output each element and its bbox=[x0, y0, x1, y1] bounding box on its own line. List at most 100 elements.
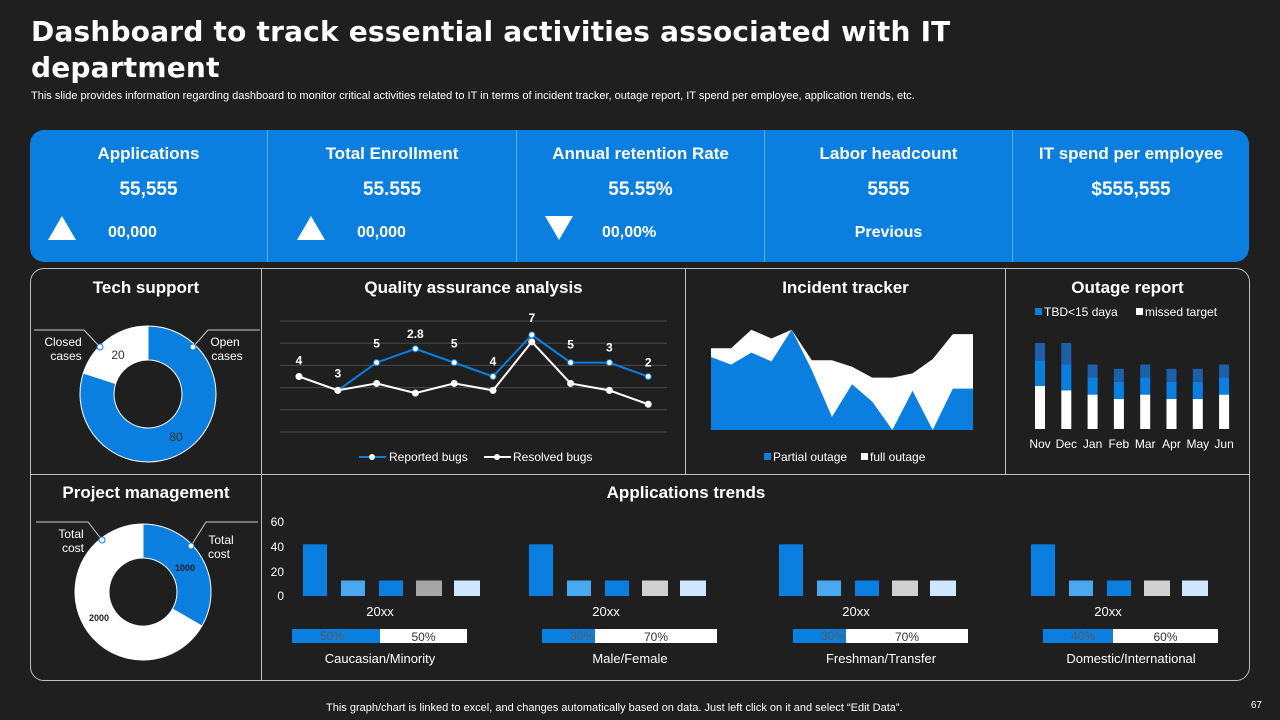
legend-tbd: TBD<15 daya bbox=[1044, 305, 1118, 319]
bar-segment bbox=[1219, 377, 1230, 395]
kpi-it-spend: IT spend per employee $555,555 bbox=[1013, 130, 1249, 262]
legend-swatch-tbd bbox=[1035, 308, 1042, 315]
app-bar bbox=[341, 580, 365, 596]
callout-dot bbox=[187, 542, 195, 550]
split-bar: 40% 60% bbox=[1043, 629, 1218, 644]
data-label: 5 bbox=[451, 337, 458, 351]
callout-line bbox=[34, 329, 101, 348]
kpi-value: 55,555 bbox=[119, 179, 178, 200]
slice-total-cost-2000 bbox=[74, 523, 203, 661]
x-tick-label: Apr bbox=[1162, 437, 1181, 451]
split-left: 30% bbox=[793, 629, 846, 643]
kpi-total-enrollment: Total Enrollment 55.555 00,000 bbox=[268, 130, 516, 262]
data-label: 2.8 bbox=[407, 327, 424, 341]
data-point bbox=[605, 386, 613, 394]
data-label: 4 bbox=[490, 355, 497, 369]
category-label: Male/Female bbox=[592, 651, 668, 666]
app-bar bbox=[454, 580, 480, 596]
app-bar bbox=[303, 544, 327, 596]
panel-divider bbox=[685, 269, 686, 474]
bar-segment bbox=[1087, 377, 1098, 395]
callout-line bbox=[36, 521, 103, 541]
legend-swatch-full bbox=[861, 453, 868, 460]
total-cost-label-left: Total cost bbox=[58, 527, 84, 555]
group-label: 20xx bbox=[592, 604, 620, 619]
footer-note: This graph/chart is linked to excel, and… bbox=[326, 702, 903, 714]
bar-segment bbox=[1113, 398, 1124, 429]
legend-marker bbox=[369, 454, 375, 460]
slice-total-cost-1000 bbox=[142, 523, 212, 627]
data-label: 3 bbox=[606, 341, 613, 355]
kpi-applications: Applications 55,555 00,000 bbox=[30, 130, 267, 262]
legend-swatch-missed bbox=[1136, 308, 1143, 315]
app-bar bbox=[642, 580, 668, 596]
outage-bar-chart: Nov Dec Jan Feb Mar Apr May Jun bbox=[1029, 343, 1234, 451]
data-point bbox=[528, 331, 536, 339]
closed-value: 20 bbox=[111, 348, 125, 362]
x-tick-label: Nov bbox=[1029, 437, 1050, 451]
kpi-band: Applications 55,555 00,000 Total Enrollm… bbox=[30, 130, 1249, 262]
split-right: 60% bbox=[1113, 629, 1218, 644]
app-bar bbox=[1107, 580, 1131, 596]
up-triangle-icon bbox=[297, 216, 325, 240]
split-left: 50% bbox=[292, 629, 380, 643]
x-tick-label: Feb bbox=[1109, 437, 1130, 451]
split-right: 70% bbox=[595, 629, 717, 644]
data-label: 5 bbox=[567, 338, 574, 352]
split-left: 30% bbox=[542, 629, 595, 643]
kpi-sub: 00,000 bbox=[357, 224, 406, 241]
panel-title-tech-support: Tech support bbox=[92, 278, 200, 297]
data-point bbox=[450, 359, 458, 367]
bar-segment bbox=[1192, 381, 1203, 399]
y-tick-label: 20 bbox=[271, 565, 285, 579]
kpi-divider bbox=[764, 130, 765, 262]
up-triangle-icon bbox=[48, 216, 76, 240]
series-line-0 bbox=[298, 333, 649, 392]
panel-divider bbox=[31, 474, 1249, 475]
bar-segment bbox=[1061, 343, 1072, 365]
app-bar bbox=[855, 580, 879, 596]
kpi-divider bbox=[1012, 130, 1013, 262]
data-label: 2 bbox=[645, 356, 652, 370]
bar-segment bbox=[1192, 398, 1203, 429]
bar-segment bbox=[1113, 368, 1124, 382]
kpi-sub: 00,00% bbox=[602, 224, 657, 241]
data-label: 3 bbox=[334, 366, 341, 380]
legend-partial: Partial outage bbox=[773, 450, 847, 464]
split-right: 70% bbox=[846, 629, 968, 644]
app-bar bbox=[605, 580, 629, 596]
bar-segment bbox=[1140, 377, 1151, 395]
split-left: 40% bbox=[1043, 629, 1113, 643]
legend-resolved: Resolved bugs bbox=[513, 450, 592, 464]
open-value: 80 bbox=[169, 430, 183, 444]
bar-segment bbox=[1219, 394, 1230, 429]
legend-swatch-partial bbox=[764, 453, 771, 460]
callout-line bbox=[190, 521, 258, 547]
bar-segment bbox=[1113, 381, 1124, 399]
kpi-sub: Previous bbox=[854, 224, 923, 241]
category-label: Domestic/International bbox=[1066, 651, 1196, 666]
split-bar: 30% 70% bbox=[793, 629, 968, 644]
callout-dot bbox=[189, 343, 197, 351]
x-tick-label: Dec bbox=[1056, 437, 1077, 451]
app-bar bbox=[1031, 544, 1055, 596]
legend-full: full outage bbox=[870, 450, 926, 464]
panel-divider bbox=[261, 269, 262, 680]
kpi-label: Applications bbox=[97, 144, 200, 163]
panel-title-app-trends: Applications trends bbox=[606, 483, 766, 502]
app-bar bbox=[1069, 580, 1093, 596]
kpi-label: Annual retention Rate bbox=[552, 144, 729, 163]
bar-segment bbox=[1035, 360, 1045, 386]
group-label: 20xx bbox=[366, 604, 394, 619]
series-line-1 bbox=[298, 340, 649, 406]
app-bar bbox=[379, 580, 403, 596]
data-point bbox=[567, 379, 575, 387]
app-bar bbox=[416, 580, 442, 596]
bar-segment bbox=[1192, 368, 1203, 382]
split-right: 50% bbox=[380, 629, 467, 644]
kpi-sub: 00,000 bbox=[108, 224, 157, 241]
kpi-labor-headcount: Labor headcount 5555 Previous bbox=[765, 130, 1012, 262]
group-label: 20xx bbox=[842, 604, 870, 619]
x-tick-label: Mar bbox=[1135, 437, 1156, 451]
bar-segment bbox=[1061, 390, 1072, 429]
